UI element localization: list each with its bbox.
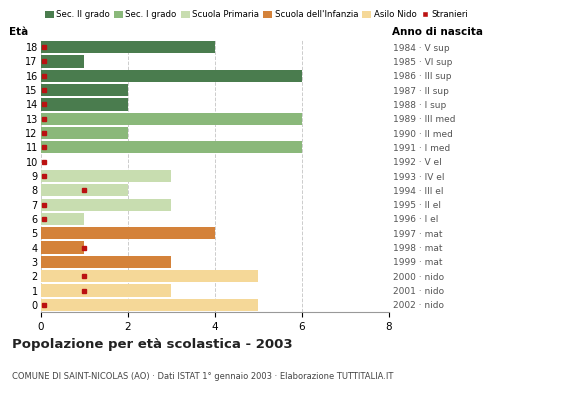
Bar: [41, 227, 215, 239]
Legend: Sec. II grado, Sec. I grado, Scuola Primaria, Scuola dell'Infanzia, Asilo Nido, : Sec. II grado, Sec. I grado, Scuola Prim…: [45, 10, 469, 19]
Bar: [41, 299, 258, 311]
Bar: [41, 70, 302, 82]
Bar: [41, 284, 171, 297]
Bar: [41, 41, 215, 53]
Text: Popolazione per età scolastica - 2003: Popolazione per età scolastica - 2003: [12, 338, 292, 351]
Bar: [41, 98, 128, 110]
Bar: [41, 55, 84, 68]
Bar: [41, 84, 128, 96]
Bar: [41, 242, 84, 254]
Text: Età: Età: [9, 27, 28, 37]
Bar: [41, 170, 171, 182]
Text: Anno di nascita: Anno di nascita: [392, 27, 483, 37]
Bar: [41, 127, 128, 139]
Bar: [41, 198, 171, 211]
Bar: [41, 270, 258, 282]
Bar: [41, 113, 302, 125]
Bar: [41, 213, 84, 225]
Text: COMUNE DI SAINT-NICOLAS (AO) · Dati ISTAT 1° gennaio 2003 · Elaborazione TUTTITA: COMUNE DI SAINT-NICOLAS (AO) · Dati ISTA…: [12, 372, 393, 381]
Bar: [41, 256, 171, 268]
Bar: [41, 184, 128, 196]
Bar: [41, 141, 302, 154]
